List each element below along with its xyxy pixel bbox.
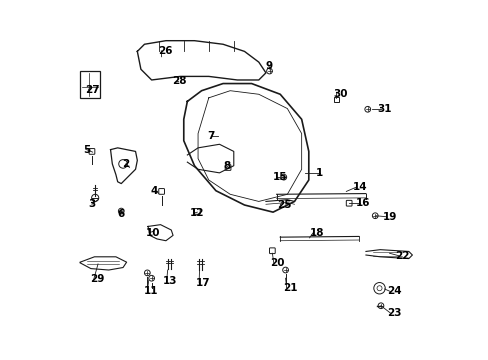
Text: 23: 23 [386,308,400,318]
Text: 11: 11 [143,287,158,296]
Polygon shape [148,225,173,241]
Text: 26: 26 [157,46,172,56]
Text: 18: 18 [309,228,324,238]
Text: 19: 19 [382,212,397,222]
Text: 14: 14 [352,182,366,192]
Text: 7: 7 [207,131,215,141]
Text: 22: 22 [394,251,409,261]
Text: 12: 12 [190,208,204,218]
Text: 10: 10 [145,228,160,238]
Text: 4: 4 [151,186,158,197]
Bar [333,97,338,102]
Text: 21: 21 [283,283,297,293]
Text: 8: 8 [224,161,230,171]
Text: 3: 3 [88,199,96,209]
Text: 1: 1 [315,168,323,178]
Text: 17: 17 [195,278,210,288]
Text: 31: 31 [377,104,391,114]
Polygon shape [365,249,411,258]
Text: 25: 25 [276,200,290,210]
Text: 16: 16 [356,198,370,208]
Text: 15: 15 [272,172,286,182]
Text: 20: 20 [270,258,284,268]
Text: 2: 2 [122,159,129,169]
Text: 9: 9 [264,61,272,71]
Polygon shape [80,257,126,270]
Text: 30: 30 [332,89,347,99]
Text: 24: 24 [386,287,401,296]
Text: 29: 29 [90,274,104,284]
Text: 28: 28 [172,76,186,86]
Text: 6: 6 [117,209,124,219]
Text: 5: 5 [83,145,90,155]
Text: 27: 27 [84,85,99,95]
Text: 13: 13 [163,276,177,286]
